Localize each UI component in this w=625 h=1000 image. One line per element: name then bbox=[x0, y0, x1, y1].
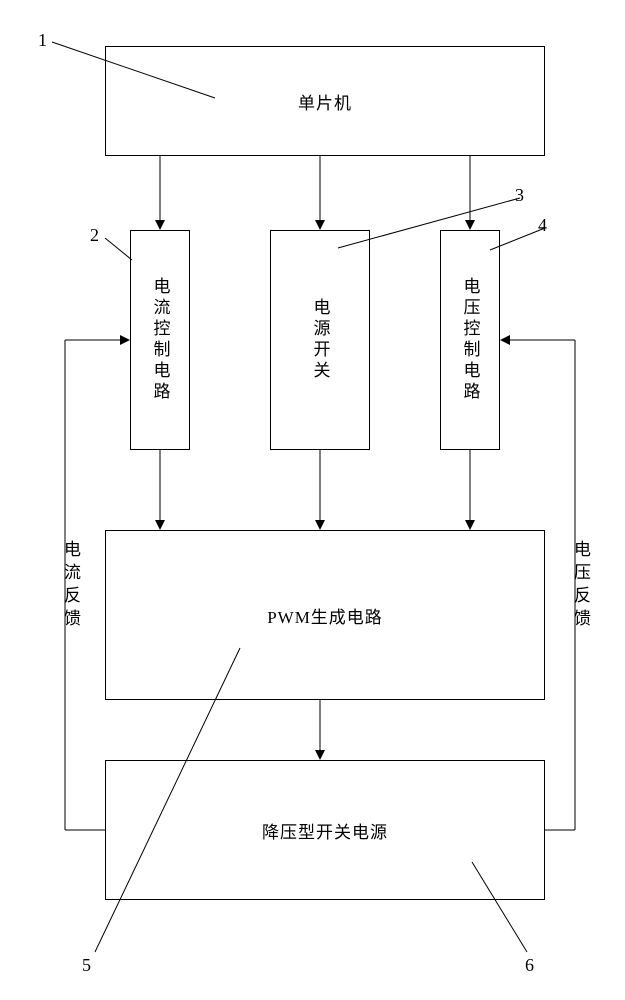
callout-line-2 bbox=[105, 238, 132, 260]
arrow-head bbox=[155, 220, 165, 230]
arrow-head bbox=[465, 520, 475, 530]
arrow-head bbox=[500, 335, 510, 345]
feedback-label-left: 电流反馈 bbox=[58, 540, 83, 632]
arrow-head bbox=[120, 335, 130, 345]
callout-4: 4 bbox=[538, 215, 547, 236]
arrow-head bbox=[155, 520, 165, 530]
box-pwm-label: PWM生成电路 bbox=[267, 603, 383, 628]
box-current: 电流控制电路 bbox=[130, 230, 190, 450]
box-current-label: 电流控制电路 bbox=[148, 277, 173, 403]
box-buck-label: 降压型开关电源 bbox=[262, 818, 388, 843]
box-mcu-label: 单片机 bbox=[298, 89, 352, 114]
callout-2: 2 bbox=[90, 225, 99, 246]
arrow-head bbox=[465, 220, 475, 230]
box-mcu: 单片机 bbox=[105, 46, 545, 156]
callout-1: 1 bbox=[38, 30, 47, 51]
box-power_sw: 电源开关 bbox=[270, 230, 370, 450]
box-buck: 降压型开关电源 bbox=[105, 760, 545, 900]
arrow-head bbox=[315, 520, 325, 530]
feedback-label-right: 电压反馈 bbox=[568, 540, 593, 632]
box-power_sw-label: 电源开关 bbox=[308, 298, 333, 382]
arrow-head bbox=[315, 220, 325, 230]
callout-3: 3 bbox=[515, 185, 524, 206]
box-voltage: 电压控制电路 bbox=[440, 230, 500, 450]
box-voltage-label: 电压控制电路 bbox=[458, 277, 483, 403]
arrow-head bbox=[315, 750, 325, 760]
box-pwm: PWM生成电路 bbox=[105, 530, 545, 700]
callout-6: 6 bbox=[525, 955, 534, 976]
callout-5: 5 bbox=[82, 955, 91, 976]
